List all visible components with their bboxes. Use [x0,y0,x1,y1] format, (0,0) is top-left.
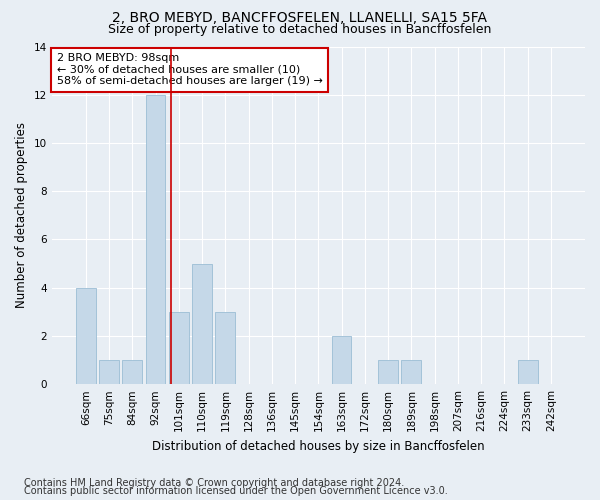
X-axis label: Distribution of detached houses by size in Bancffosfelen: Distribution of detached houses by size … [152,440,485,452]
Bar [76,288,95,384]
Bar [518,360,538,384]
Text: Contains public sector information licensed under the Open Government Licence v3: Contains public sector information licen… [24,486,448,496]
Bar [378,360,398,384]
Text: Size of property relative to detached houses in Bancffosfelen: Size of property relative to detached ho… [109,22,491,36]
Y-axis label: Number of detached properties: Number of detached properties [15,122,28,308]
Bar [146,94,166,384]
Text: 2 BRO MEBYD: 98sqm
← 30% of detached houses are smaller (10)
58% of semi-detache: 2 BRO MEBYD: 98sqm ← 30% of detached hou… [57,54,323,86]
Bar [192,264,212,384]
Text: 2, BRO MEBYD, BANCFFOSFELEN, LLANELLI, SA15 5FA: 2, BRO MEBYD, BANCFFOSFELEN, LLANELLI, S… [113,11,487,25]
Bar [122,360,142,384]
Bar [169,312,188,384]
Bar [215,312,235,384]
Bar [332,336,352,384]
Bar [99,360,119,384]
Bar [401,360,421,384]
Text: Contains HM Land Registry data © Crown copyright and database right 2024.: Contains HM Land Registry data © Crown c… [24,478,404,488]
